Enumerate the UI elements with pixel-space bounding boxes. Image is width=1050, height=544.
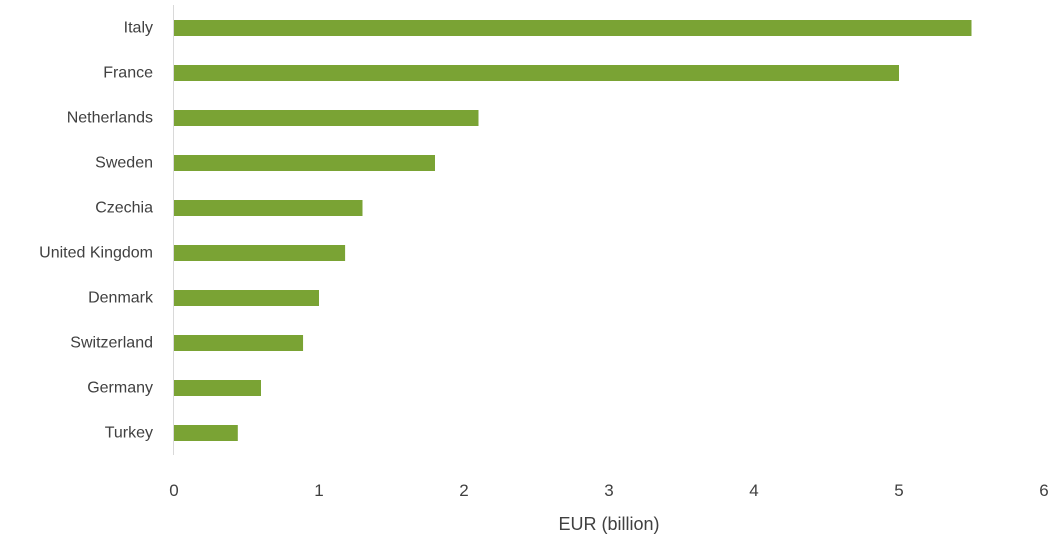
- bar-denmark: [174, 290, 319, 306]
- x-tick-label: 2: [459, 481, 468, 500]
- bar-united-kingdom: [174, 245, 346, 261]
- x-tick-label: 6: [1039, 481, 1048, 500]
- category-label: Denmark: [88, 290, 154, 307]
- x-tick-label: 5: [894, 481, 903, 500]
- category-label: Netherlands: [67, 110, 153, 127]
- category-label: Switzerland: [70, 335, 153, 352]
- bar-netherlands: [174, 110, 479, 126]
- bar-turkey: [174, 425, 238, 441]
- bar-switzerland: [174, 335, 304, 351]
- category-label: Turkey: [105, 425, 153, 442]
- x-tick-labels: 0 1 2 3 4 5 6: [169, 481, 1048, 500]
- x-tick-label: 3: [604, 481, 613, 500]
- category-label: Czechia: [95, 200, 153, 217]
- bars-layer: [174, 20, 972, 441]
- bar-sweden: [174, 155, 435, 171]
- category-label: United Kingdom: [39, 245, 153, 262]
- x-tick-label: 1: [314, 481, 323, 500]
- x-tick-label: 4: [749, 481, 758, 500]
- bar-france: [174, 65, 899, 81]
- bar-germany: [174, 380, 261, 396]
- bar-italy: [174, 20, 972, 36]
- category-label: Sweden: [95, 155, 153, 172]
- x-tick-label: 0: [169, 481, 178, 500]
- x-axis-title: EUR (billion): [558, 514, 659, 534]
- category-label: France: [103, 65, 153, 82]
- bar-czechia: [174, 200, 363, 216]
- category-label: Germany: [87, 380, 153, 397]
- category-label: Italy: [124, 20, 153, 37]
- category-labels: Italy France Netherlands Sweden Czechia Unite…: [39, 20, 154, 442]
